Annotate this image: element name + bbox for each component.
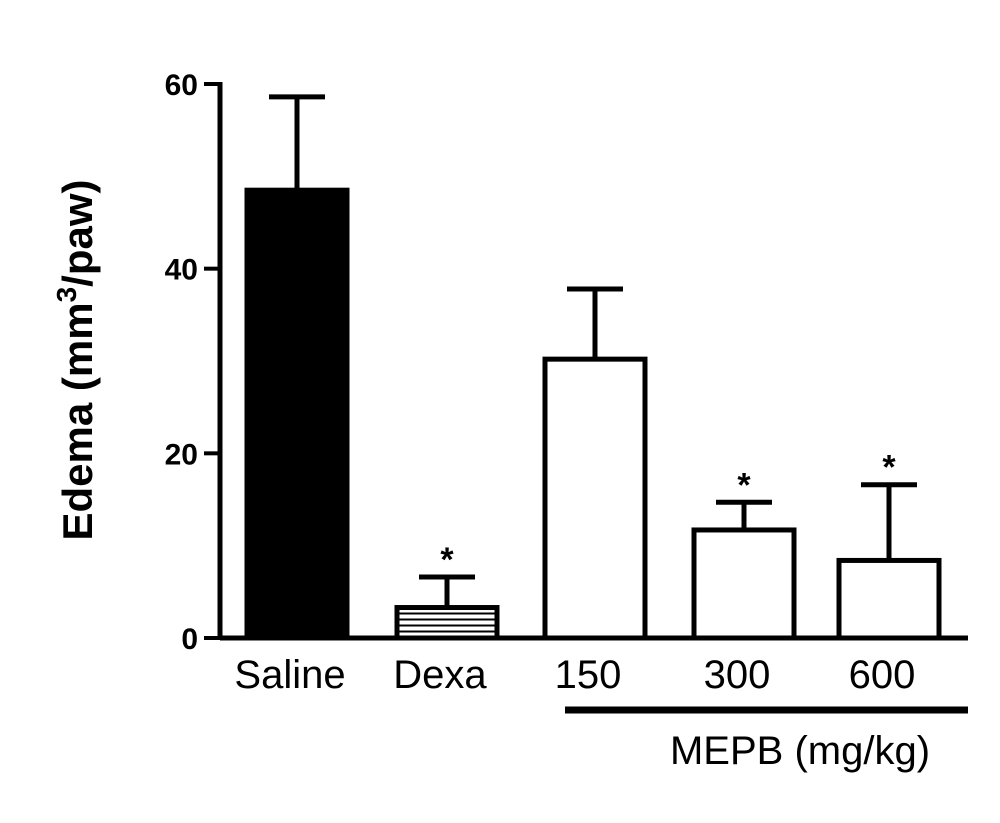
x-tick-label: Saline [234, 653, 345, 697]
bar [244, 187, 350, 641]
y-tick-label: 0 [181, 623, 198, 656]
x-tick-label: 150 [555, 653, 622, 697]
x-tick-label: Dexa [393, 653, 487, 697]
x-tick-label: 600 [849, 653, 916, 697]
y-axis-label: Edema (mm3/paw) [51, 180, 101, 541]
bar [691, 527, 797, 641]
y-tick-label: 60 [165, 69, 198, 102]
group-label: MEPB (mg/kg) [670, 729, 930, 773]
x-tick-label: 300 [704, 653, 771, 697]
bar [542, 356, 648, 641]
plot-area: 0 20 40 60 Saline * Dexa 150 * 300 * 600 [165, 69, 968, 697]
significance-marker: * [737, 466, 751, 504]
significance-marker: * [882, 449, 896, 487]
bar [394, 605, 500, 641]
bar [836, 557, 942, 641]
y-tick-label: 20 [165, 438, 198, 471]
y-tick-label: 40 [165, 254, 198, 287]
significance-marker: * [440, 541, 454, 579]
